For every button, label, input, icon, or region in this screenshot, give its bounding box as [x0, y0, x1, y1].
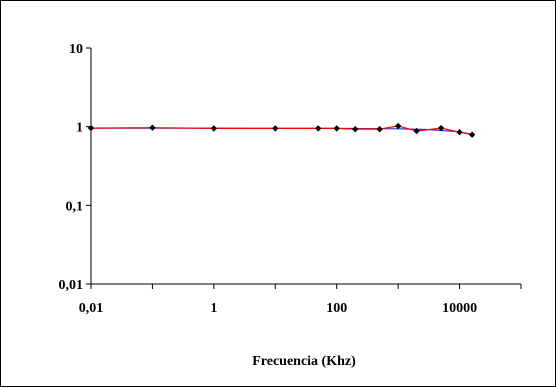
data-point [149, 124, 156, 131]
y-tick-label: 0,01 [59, 278, 84, 293]
data-point [87, 124, 95, 132]
y-tick-label: 0,1 [66, 199, 84, 214]
data-point [352, 125, 359, 133]
data-point [333, 125, 340, 132]
data-point [394, 122, 402, 130]
x-tick-label: 0,01 [79, 301, 104, 316]
data-point [272, 125, 279, 132]
data-point [413, 127, 420, 135]
data-point [315, 125, 322, 132]
data-point [376, 125, 383, 133]
axes [86, 47, 522, 289]
data-point [437, 124, 445, 132]
data-point [456, 129, 463, 136]
x-axis-title: Frecuencia (Khz) [252, 354, 356, 369]
data-markers [87, 122, 476, 138]
y-tick-label: 10 [69, 42, 83, 57]
tick-labels: 0,01 0,1 1 10 0,01 1 100 10000 [59, 42, 478, 316]
y-tick-label: 1 [76, 121, 83, 136]
x-tick-label: 1 [210, 301, 217, 316]
x-tick-label: 10000 [442, 301, 477, 316]
data-point [210, 125, 218, 132]
x-tick-label: 100 [326, 301, 347, 316]
data-point [468, 131, 476, 138]
